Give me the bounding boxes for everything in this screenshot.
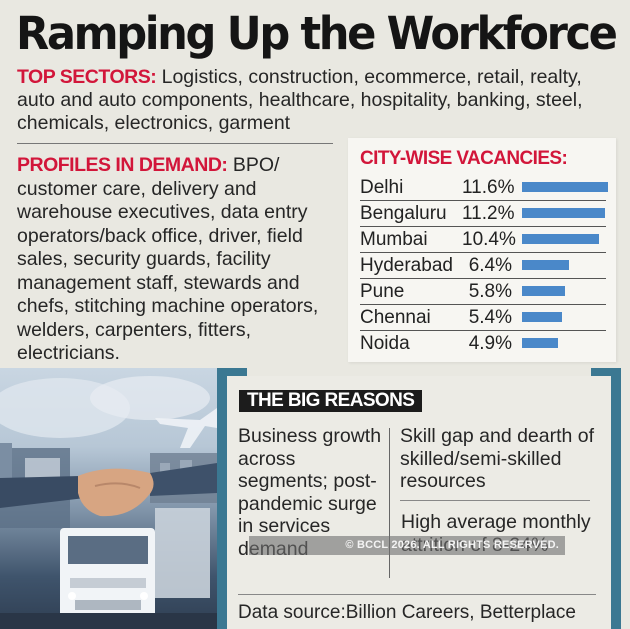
city-value: 10.4%: [462, 228, 516, 250]
city-name: Mumbai: [360, 228, 428, 250]
handshake-truck-photo: [0, 368, 217, 629]
frame-corner-topleft: [217, 368, 247, 376]
city-value: 11.6%: [462, 176, 515, 198]
city-value: 4.9%: [468, 333, 512, 354]
bar: [522, 234, 600, 244]
bar: [522, 260, 570, 270]
chart-title: CITY-WISE VACANCIES:: [360, 148, 568, 169]
page-title: Ramping Up the Workforce: [16, 7, 618, 60]
frame-border-left: [217, 368, 227, 629]
chart-row: Chennai 5.4%: [360, 305, 606, 331]
bar: [522, 286, 565, 296]
profiles-label: PROFILES IN DEMAND:: [17, 154, 228, 176]
city-value: 5.8%: [468, 280, 512, 302]
reason-business-growth: Business growth across segments; post-pa…: [238, 425, 382, 560]
big-reasons-heading: THE BIG REASONS: [239, 390, 423, 412]
reason-skill-gap: Skill gap and dearth of skilled/semi-ski…: [400, 425, 595, 493]
city-value: 11.2%: [462, 202, 515, 224]
city-name: Delhi: [360, 176, 404, 198]
frame-border-right: [611, 368, 621, 629]
handshake-logistics-illustration: [0, 376, 217, 629]
horizontal-divider: [400, 500, 590, 501]
city-wise-vacancies-chart: CITY-WISE VACANCIES: Delhi 11.6% Bengalu…: [348, 138, 616, 362]
profiles-in-demand: PROFILES IN DEMAND: BPO/ customer care, …: [17, 154, 337, 366]
city-name: Pune: [360, 280, 405, 302]
chart-rows: Delhi 11.6% Bengaluru 11.2% Mumbai 10.4%…: [360, 175, 608, 357]
vertical-divider: [389, 428, 390, 578]
bar: [522, 312, 562, 322]
profiles-text: BPO/ customer care, delivery and warehou…: [17, 154, 319, 364]
copyright-watermark: © BCCL 2026. ALL RIGHTS RESERVED.: [249, 536, 565, 555]
chart-row: Delhi 11.6%: [360, 175, 608, 201]
chart-row: Noida 4.9%: [360, 331, 606, 357]
top-sectors: TOP SECTORS: Logistics, construction, ec…: [17, 66, 617, 135]
city-name: Chennai: [360, 306, 431, 328]
bar: [522, 208, 605, 218]
city-name: Hyderabad: [360, 254, 453, 276]
city-name: Bengaluru: [360, 202, 447, 224]
big-reasons-panel: THE BIG REASONS Business growth across s…: [217, 368, 621, 629]
data-source: Data source:Billion Careers, Betterplace: [238, 602, 576, 623]
reasons-content: THE BIG REASONS Business growth across s…: [227, 376, 611, 629]
top-sectors-text: Logistics, construction, ecommerce, reta…: [17, 66, 583, 134]
chart-row: Mumbai 10.4%: [360, 227, 606, 253]
section-divider: [17, 143, 333, 144]
bar: [522, 338, 559, 348]
bar: [522, 182, 608, 192]
city-name: Noida: [360, 333, 410, 354]
chart-row: Pune 5.8%: [360, 279, 606, 305]
chart-row: Hyderabad 6.4%: [360, 253, 606, 279]
city-value: 6.4%: [468, 254, 512, 276]
top-sectors-label: TOP SECTORS:: [17, 66, 157, 88]
frame-corner-topright: [591, 368, 621, 376]
chart-row: Bengaluru 11.2%: [360, 201, 606, 227]
horizontal-divider: [238, 594, 596, 595]
city-value: 5.4%: [468, 306, 512, 328]
